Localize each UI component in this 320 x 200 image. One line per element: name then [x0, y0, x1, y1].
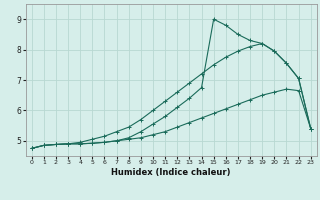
X-axis label: Humidex (Indice chaleur): Humidex (Indice chaleur) [111, 168, 231, 177]
